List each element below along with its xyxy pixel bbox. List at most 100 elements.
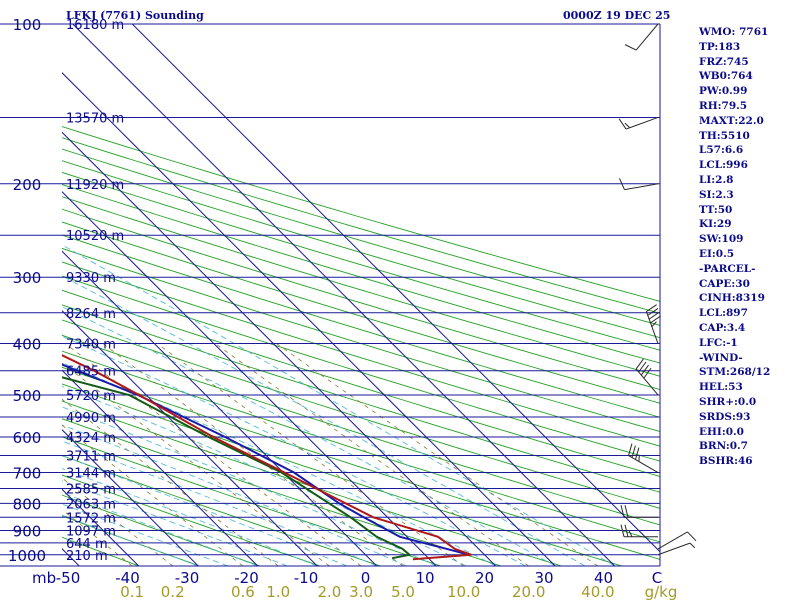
height-label: 6485 m (66, 365, 116, 380)
chart-title: LFKJ (7761) Sounding (66, 9, 204, 22)
wind-barb-staff (645, 311, 659, 344)
chart-grid (62, 24, 660, 566)
wind-barb-flag (624, 505, 629, 518)
mixing-ratio-unit: g/kg (645, 583, 678, 600)
index-item: TP:183 (699, 40, 741, 53)
temperature-tick-label: -30 (175, 569, 200, 587)
wind-barb (618, 116, 659, 130)
wind-barb (628, 443, 659, 473)
wind-barb-flag (624, 122, 631, 129)
moist-adiabat (62, 275, 586, 566)
mixing-ratio-label: 3.0 (349, 583, 373, 600)
wind-barb (624, 23, 659, 51)
temperature-tick-label: -50 (56, 569, 81, 587)
pressure-tick-label: 1000 (8, 547, 46, 565)
dry-adiabat (62, 184, 660, 364)
dry-adiabat (62, 494, 261, 566)
mixing-ratio-label: 0.1 (120, 583, 144, 600)
wind-barb-staff (657, 542, 691, 556)
height-label: 11920 m (66, 178, 124, 193)
height-label: 1097 m (66, 524, 116, 539)
moist-adiabat (62, 492, 258, 566)
height-label: 5720 m (66, 389, 116, 404)
temperature-tick-label: -10 (294, 569, 319, 587)
index-item: SI:2.3 (699, 188, 734, 201)
index-item: FRZ:745 (699, 55, 749, 68)
height-label: 3711 m (66, 449, 116, 464)
index-item: BRN:0.7 (699, 440, 748, 453)
index-item: EHI:0.0 (699, 425, 744, 438)
isotherm (62, 429, 199, 566)
wind-barb-staff (625, 116, 659, 130)
isotherm (131, 24, 660, 553)
wind-barb-flag (618, 118, 627, 130)
isotherm (62, 369, 259, 566)
wind-barb (635, 358, 659, 396)
wind-barb-flag (620, 505, 625, 518)
wind-barb-flag (631, 445, 636, 458)
index-item: SW:109 (699, 233, 744, 246)
index-item: CAPE:30 (699, 277, 750, 290)
index-item: KI:29 (699, 218, 732, 231)
wind-barb-flag (640, 364, 649, 376)
wind-barb-flag (624, 524, 629, 537)
mixing-ratio-line (102, 343, 404, 566)
wind-barb-column (618, 23, 697, 556)
dry-adiabat (62, 350, 660, 543)
dry-adiabat (62, 247, 660, 432)
pressure-tick-label: 500 (13, 387, 42, 405)
index-item: -WIND- (699, 351, 743, 364)
temperature-tick-label: 10 (415, 569, 434, 587)
index-item: LCL:996 (699, 159, 748, 172)
moist-adiabat (62, 480, 288, 566)
pressure-tick-label: 600 (13, 429, 42, 447)
moist-adiabat (62, 424, 407, 566)
mixing-ratio-label: 5.0 (391, 583, 415, 600)
moist-adiabat (62, 385, 467, 566)
sounding-profiles (62, 354, 472, 561)
wind-barb-flag (635, 358, 644, 370)
index-item: STM:268/12 (699, 366, 771, 379)
parcel-trace (62, 363, 470, 556)
dry-adiabat (62, 160, 660, 339)
wind-barb-flag (628, 530, 633, 538)
height-label: 7340 m (66, 338, 116, 353)
mixing-ratio-label: 0.2 (161, 583, 185, 600)
wind-barb (645, 304, 662, 344)
pressure-tick-label: 400 (13, 336, 42, 354)
pressure-tick-label: 900 (13, 522, 42, 540)
pressure-tick-label: 300 (13, 269, 42, 287)
moist-adiabat (62, 406, 437, 566)
index-item: TH:5510 (699, 129, 750, 142)
moist-adiabat (62, 503, 229, 566)
mixing-ratio-label: 2.0 (317, 583, 341, 600)
height-label: 3144 m (66, 467, 116, 482)
wind-barb-flag (651, 321, 657, 327)
moist-adiabat (62, 440, 377, 566)
height-label: 16180 m (66, 18, 124, 33)
dry-adiabat (62, 455, 381, 566)
mixing-ratio-label: 0.6 (231, 583, 255, 600)
isotherm (62, 250, 378, 566)
index-item: -PARCEL- (699, 262, 756, 275)
pressure-tick-label: 200 (13, 176, 42, 194)
moist-adiabat (62, 454, 348, 566)
wind-barb-flag (624, 44, 637, 51)
pressure-axis-unit: mb (32, 569, 56, 587)
mixing-ratio-label: 1.0 (266, 583, 290, 600)
dry-adiabat (62, 234, 660, 418)
index-item: RH:79.5 (699, 99, 748, 112)
wind-barb-flag (687, 531, 697, 542)
temperature-tick-label: 30 (534, 569, 553, 587)
valid-time: 0000Z 19 DEC 25 (563, 9, 671, 22)
dry-adiabat (62, 261, 660, 447)
dry-adiabat (62, 148, 660, 326)
wind-barb-flag (648, 311, 660, 320)
index-item: PW:0.99 (699, 85, 748, 98)
moist-adiabat (62, 362, 496, 566)
dry-adiabat (62, 436, 442, 566)
isotherm (62, 191, 437, 566)
wind-barb-flag (650, 315, 662, 324)
